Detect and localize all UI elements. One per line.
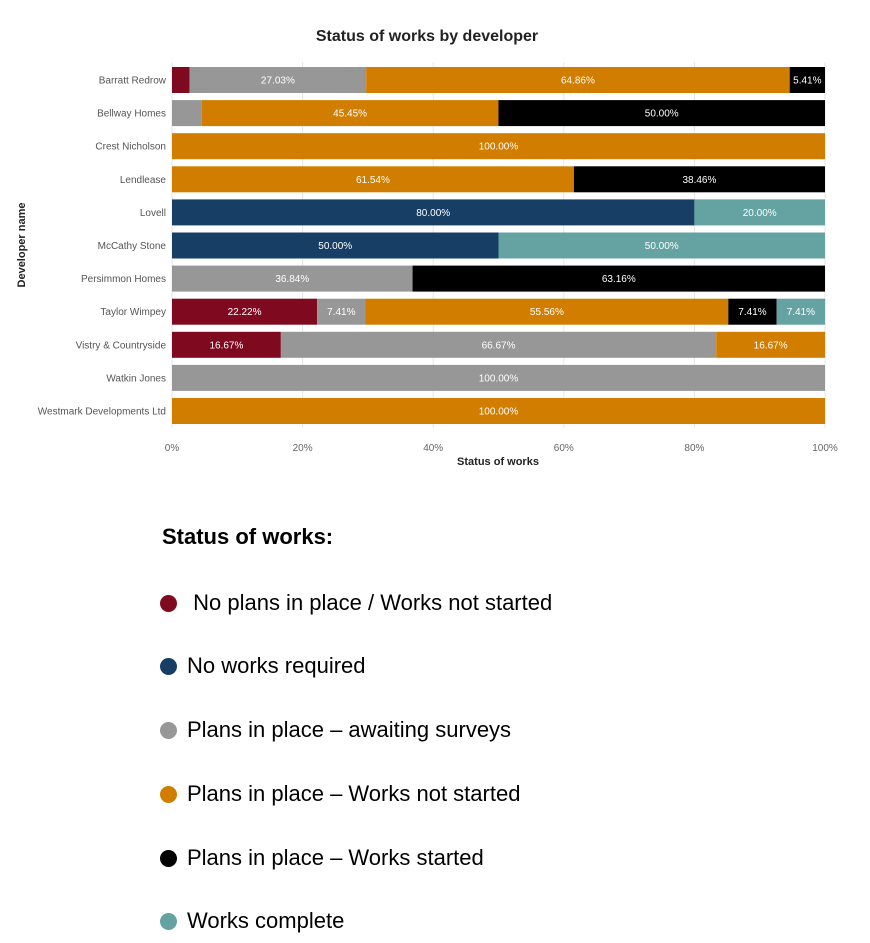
bar-segment [172,398,825,424]
data-label: 22.22% [228,307,262,318]
x-tick-label: 60% [554,443,574,454]
y-tick-label: McCathy Stone [98,241,167,252]
legend-item: No works required [160,653,366,679]
bar-segment [280,331,717,358]
y-tick-label: Barratt Redrow [99,76,167,87]
legend-item: Plans in place – Works started [160,845,484,871]
bar-segment [789,67,825,93]
bar-segment [189,67,367,93]
legend-item: Works complete [160,908,344,934]
data-label: 7.41% [787,307,815,318]
legend-label: Plans in place – Works not started [187,781,521,806]
x-tick-label: 0% [165,443,180,454]
data-label: 50.00% [318,241,352,252]
legend-dot-icon [160,785,177,803]
legend-item: Plans in place – Works not started [160,781,520,807]
data-label: 64.86% [561,76,595,87]
bar-segment [172,364,825,391]
data-label: 100.00% [479,407,519,418]
data-label: 38.46% [682,175,716,186]
chart-title: Status of works by developer [316,28,538,45]
x-tick-label: 20% [293,443,313,454]
legend-dot-icon [160,721,177,739]
legend-dot-icon [160,594,177,612]
bar-segment [172,265,413,292]
bar-segment [201,100,499,127]
y-tick-label: Lovell [140,208,166,219]
legend-dot-icon [160,912,177,930]
data-label: 7.41% [327,307,355,318]
data-label: 16.67% [209,340,243,351]
stacked-bar-chart: Status of works by developer Developer n… [16,28,838,468]
data-label: 16.67% [754,340,788,351]
legend-dot-icon [160,657,177,675]
bar-segment [365,298,729,325]
data-label: 63.16% [602,274,636,285]
bar-segment [172,100,202,127]
y-tick-label: Watkin Jones [106,373,166,384]
bar-segment [172,331,281,358]
legend-label: Plans in place – awaiting surveys [187,717,512,742]
legend-label: Plans in place – Works started [187,845,484,870]
legend-label: No works required [187,653,366,678]
bar-segment [317,298,366,325]
y-tick-label: Lendlease [120,175,167,186]
bar-segment [716,331,826,358]
data-label: 100.00% [479,373,519,384]
bar-segment [172,199,695,226]
x-tick-label: 80% [684,443,704,454]
y-tick-label: Crest Nicholson [95,142,166,153]
legend-item: Plans in place – awaiting surveys [160,717,511,743]
bar-segment [412,265,825,292]
legend-title: Status of works: [162,524,334,549]
legend-label: Works complete [187,908,345,933]
x-tick-label: 100% [812,443,838,454]
bar-segment [366,67,790,93]
bar-segment [172,298,318,325]
bar-segment [172,166,574,193]
bar-segment [172,67,190,93]
bar-segment [694,199,825,226]
bar-segment [498,100,825,127]
x-tick-label: 40% [423,443,443,454]
bar-segment [172,133,825,160]
data-label: 20.00% [743,208,777,219]
data-label: 61.54% [356,175,390,186]
data-label: 100.00% [479,142,519,153]
y-tick-label: Bellway Homes [97,109,166,120]
data-label: 7.41% [738,307,766,318]
legend-item: No plans in place / Works not started [160,590,552,616]
data-label: 27.03% [261,76,295,87]
bar-segment [573,166,825,193]
data-label: 66.67% [482,340,516,351]
bar-segment [498,232,825,259]
data-label: 5.41% [793,76,821,87]
y-tick-label: Taylor Wimpey [100,307,166,318]
data-label: 55.56% [530,307,564,318]
bar-segment [172,232,499,259]
y-tick-label: Persimmon Homes [81,274,166,285]
data-label: 45.45% [333,109,367,120]
data-label: 50.00% [645,109,679,120]
x-axis-label: Status of works [457,456,539,468]
y-axis-label: Developer name [16,203,28,288]
data-label: 36.84% [275,274,309,285]
bar-segment [776,298,826,325]
y-tick-label: Westmark Developments Ltd [38,407,166,418]
data-label: 80.00% [416,208,450,219]
legend-dot-icon [160,849,177,867]
y-tick-label: Vistry & Countryside [76,340,167,351]
bar-segment [728,298,777,325]
legend-label: No plans in place / Works not started [187,590,553,615]
data-label: 50.00% [645,241,679,252]
